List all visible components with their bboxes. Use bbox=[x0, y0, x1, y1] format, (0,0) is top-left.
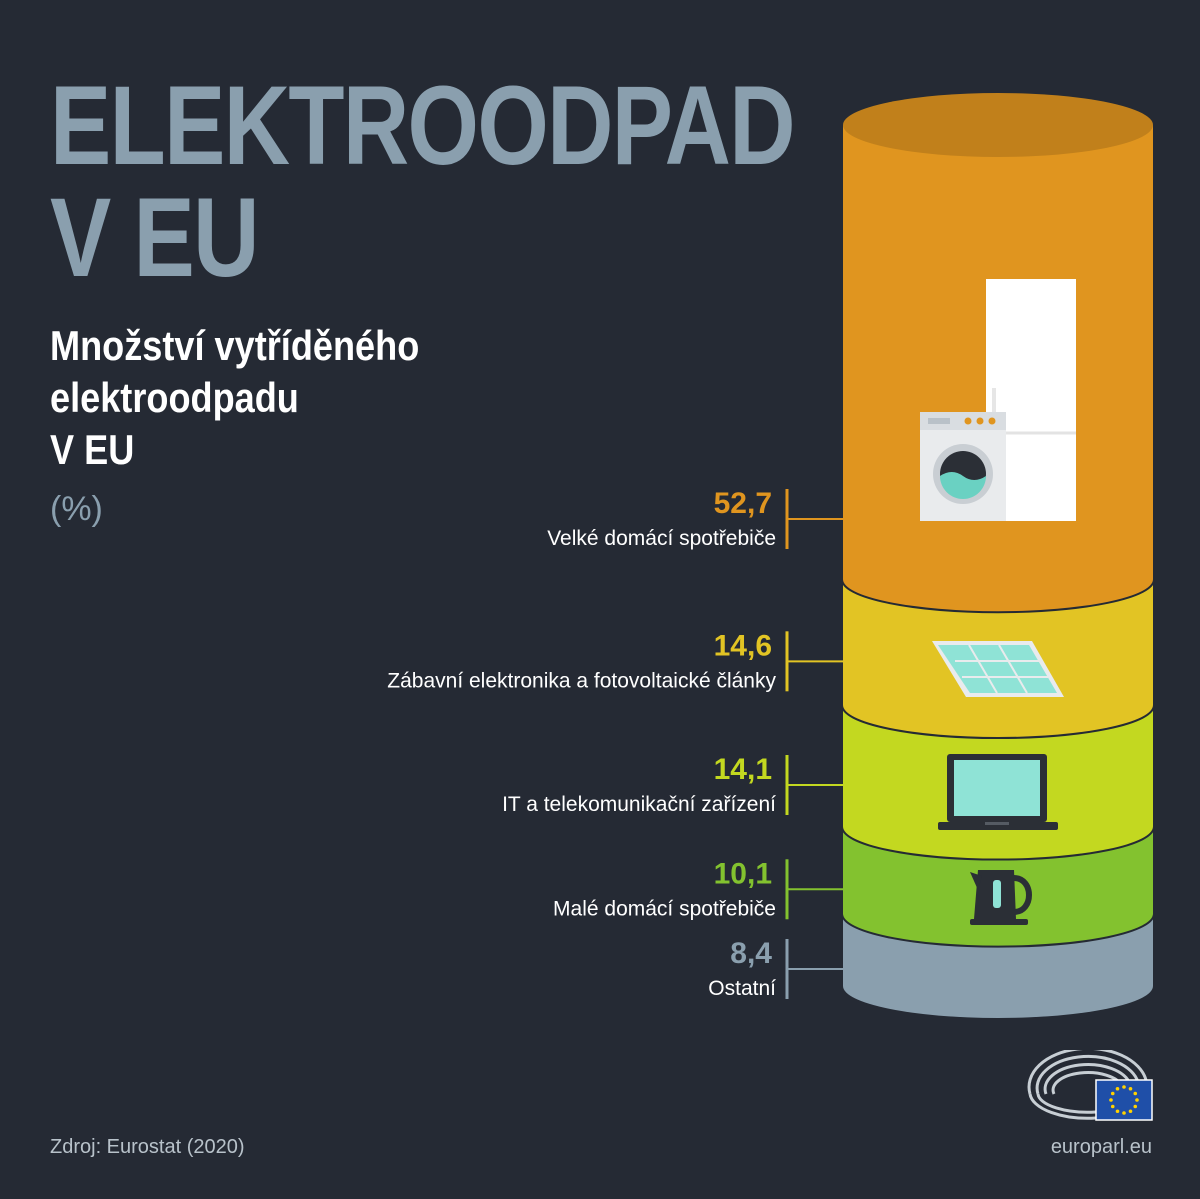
category-label: IT a telekomunikační zařízení bbox=[502, 793, 776, 816]
fridge-washing-machine-icon bbox=[920, 279, 1076, 521]
solar-panel-icon bbox=[932, 641, 1064, 697]
title-line-1: ELEKTROODPAD bbox=[50, 63, 796, 188]
flag-star bbox=[1133, 1104, 1138, 1109]
value-label: 10,1 bbox=[714, 857, 772, 890]
european-parliament-logo bbox=[1027, 1050, 1153, 1121]
flag-star bbox=[1110, 1104, 1115, 1109]
flag-star bbox=[1128, 1086, 1133, 1091]
page-title: ELEKTROODPAD V EU bbox=[50, 63, 796, 300]
flag-star bbox=[1109, 1098, 1113, 1102]
subtitle-line-3: V EU bbox=[50, 426, 135, 473]
flag-star bbox=[1135, 1098, 1139, 1102]
hemicycle-icon bbox=[1027, 1050, 1148, 1120]
flag-star bbox=[1128, 1109, 1133, 1114]
value-label: 52,7 bbox=[714, 487, 772, 520]
flag-star bbox=[1122, 1111, 1126, 1115]
flag-star bbox=[1133, 1091, 1138, 1096]
website-link[interactable]: europarl.eu bbox=[1050, 1136, 1152, 1158]
value-label: 8,4 bbox=[730, 937, 772, 970]
category-label: Zábavní elektronika a fotovoltaické člán… bbox=[387, 669, 776, 692]
subtitle-line-2: elektroodpadu bbox=[50, 374, 299, 421]
subtitle-line-1: Množství vytříděného bbox=[50, 322, 420, 369]
category-label: Malé domácí spotřebiče bbox=[553, 897, 776, 920]
flag-star bbox=[1110, 1091, 1115, 1096]
title-line-2: V EU bbox=[50, 175, 259, 300]
value-label: 14,6 bbox=[714, 629, 772, 662]
unit-label: (%) bbox=[50, 490, 103, 528]
eu-flag-icon bbox=[1095, 1079, 1153, 1121]
value-label: 14,1 bbox=[714, 753, 772, 786]
flag-star bbox=[1115, 1086, 1120, 1091]
chart-subtitle: Množství vytříděného elektroodpadu V EU bbox=[50, 320, 419, 476]
source-note: Zdroj: Eurostat (2020) bbox=[50, 1136, 245, 1158]
laptop-icon bbox=[938, 754, 1058, 830]
category-label: Ostatní bbox=[708, 977, 776, 1000]
flag-star bbox=[1115, 1109, 1120, 1114]
category-label: Velké domácí spotřebiče bbox=[547, 527, 776, 550]
flag-star bbox=[1122, 1085, 1126, 1089]
kettle-icon bbox=[970, 870, 1032, 925]
